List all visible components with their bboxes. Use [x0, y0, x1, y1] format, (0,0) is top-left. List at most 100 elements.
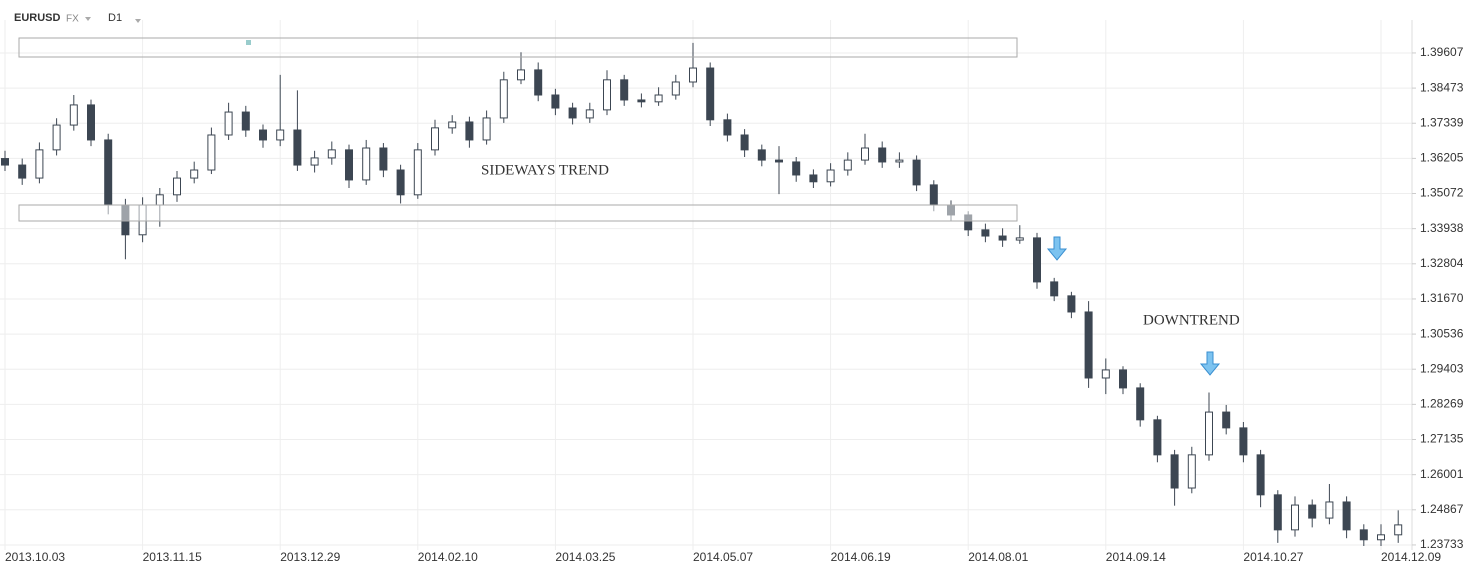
- candle-body: [499, 79, 508, 119]
- arrow: [1046, 236, 1221, 376]
- candle-body: [1394, 524, 1403, 536]
- candle-body: [809, 174, 818, 183]
- candle-body: [35, 149, 44, 179]
- candle-body: [448, 121, 457, 129]
- candle-body: [568, 107, 577, 119]
- candle-body: [18, 164, 27, 179]
- candle-body: [775, 159, 783, 163]
- candle-body: [981, 229, 990, 237]
- range-box: [18, 37, 1018, 58]
- candle-body: [1153, 419, 1162, 456]
- candle-body: [706, 67, 715, 121]
- candle-body: [1256, 454, 1265, 496]
- candle-body: [1, 158, 9, 166]
- range-box: [18, 204, 1018, 222]
- y-tick-label: 1.29403: [1420, 361, 1464, 375]
- candle-body: [1119, 369, 1127, 389]
- candle-body: [1136, 387, 1145, 421]
- x-tick-label: 2014.03.25: [555, 550, 615, 564]
- timeframe[interactable]: D1: [108, 12, 122, 24]
- candle-body: [826, 169, 835, 183]
- y-tick-label: 1.36205: [1420, 151, 1464, 165]
- candle-body: [1101, 369, 1110, 379]
- candle-body: [173, 177, 181, 196]
- candle-body: [1187, 454, 1196, 489]
- x-tick-label: 2014.12.09: [1381, 550, 1441, 564]
- candle-body: [1377, 534, 1385, 541]
- candle-body: [723, 119, 732, 136]
- candle-body: [1291, 504, 1299, 531]
- x-tick-label: 2014.10.27: [1243, 550, 1303, 564]
- y-tick-label: 1.28269: [1420, 397, 1464, 411]
- x-tick-label: 2013.11.15: [143, 550, 202, 564]
- candles: [1, 42, 1403, 546]
- grid: [0, 20, 1412, 550]
- y-tick-label: 1.27135: [1420, 432, 1464, 446]
- header: EURUSD FX D1: [14, 12, 141, 25]
- candle-body: [929, 184, 938, 206]
- candle-body: [1067, 295, 1076, 313]
- candle-body: [224, 111, 233, 136]
- candle-body: [1015, 237, 1024, 241]
- candle-body: [843, 159, 852, 171]
- candle-body: [792, 161, 801, 176]
- x-tick-label: 2013.10.03: [5, 550, 65, 564]
- dropdown-arrow[interactable]: [135, 19, 141, 23]
- candle-body: [87, 104, 95, 141]
- x-tick-label: 2014.02.10: [418, 550, 478, 564]
- candle-body: [585, 109, 594, 119]
- market[interactable]: FX: [66, 14, 79, 25]
- candle-body: [1308, 504, 1317, 519]
- candle-body: [190, 169, 199, 179]
- y-tick-label: 1.39607: [1420, 45, 1464, 59]
- candle-body: [620, 79, 629, 101]
- candle-body: [327, 149, 336, 159]
- symbol: EURUSD: [14, 12, 61, 24]
- y-tick-label: 1.32804: [1420, 256, 1464, 270]
- candle-body: [379, 147, 388, 171]
- candle-body: [603, 79, 611, 111]
- candle-body: [431, 127, 439, 151]
- candle-body: [1325, 501, 1334, 519]
- candle-body: [912, 159, 921, 186]
- x-tick-label: 2014.06.19: [831, 550, 891, 564]
- candle-body: [1170, 454, 1179, 489]
- candle-body: [345, 149, 353, 181]
- x-tick-label: 2014.09.14: [1106, 550, 1166, 564]
- y-tick-label: 1.24867: [1420, 502, 1464, 516]
- candle-body: [1222, 411, 1231, 429]
- x-tick-label: 2014.05.07: [693, 550, 753, 564]
- y-tick-label: 1.33938: [1420, 221, 1464, 235]
- x-tick-label: 2013.12.29: [280, 550, 340, 564]
- candle-body: [1273, 494, 1282, 531]
- dropdown-arrow[interactable]: [85, 17, 91, 21]
- candle-body: [1050, 281, 1059, 297]
- candle-body: [52, 124, 61, 151]
- y-tick-label: 1.37339: [1420, 115, 1464, 129]
- candle-body: [671, 81, 680, 96]
- candle-body: [1359, 529, 1368, 541]
- candle-body: [155, 194, 164, 206]
- candle-body: [654, 94, 663, 103]
- candle-body: [293, 129, 302, 166]
- candle-body: [413, 149, 422, 196]
- candle-body: [1239, 427, 1248, 456]
- candle-body: [637, 99, 646, 103]
- candle-body: [740, 134, 749, 151]
- y-tick-label: 1.23733: [1420, 537, 1464, 551]
- y-axis: 1.23733 1.24867 1.26001 1.27135 1.28269 1.294…: [5, 20, 1464, 564]
- annotation: SIDEWAYS TREND: [481, 162, 609, 178]
- candle-body: [1205, 411, 1213, 456]
- candle-body: [259, 129, 267, 141]
- candle-body: [1342, 501, 1351, 531]
- y-tick-label: 1.35072: [1420, 186, 1464, 200]
- y-tick-label: 1.31670: [1420, 291, 1464, 305]
- annotation: DOWNTREND: [1143, 312, 1240, 328]
- candle-body: [517, 69, 525, 81]
- candle-body: [551, 94, 560, 109]
- candle-body: [895, 159, 904, 163]
- candle-body: [207, 134, 216, 171]
- candle-body: [310, 157, 319, 166]
- candle-body: [878, 147, 887, 163]
